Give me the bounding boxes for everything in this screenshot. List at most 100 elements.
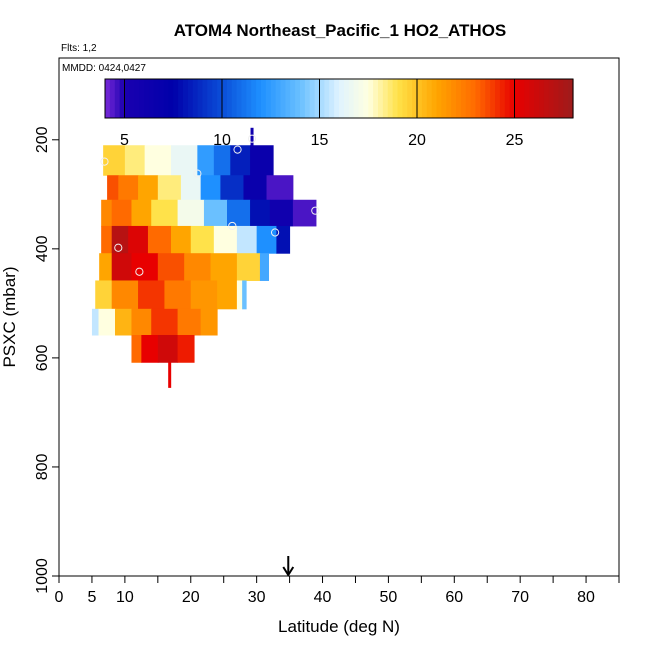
colorbar-segment [207,79,213,118]
colorbar-segment [363,79,369,118]
observation-circle [114,243,123,252]
colorbar-segment [236,79,243,118]
heatmap-cell [220,175,244,201]
colorbar-segment [465,79,472,118]
x-tick-label: 80 [577,589,595,606]
colorbar-segment [402,79,408,118]
observation-circle [193,169,202,178]
colorbar-segment [348,79,355,118]
y-axis-label: PSXC (mbar) [0,266,19,367]
colorbar-frame [104,78,574,119]
colorbar-segment [514,79,520,118]
heatmap-cell [138,280,165,310]
observation-circle [100,157,109,166]
heatmap-cell [99,253,113,281]
colorbar-segment [495,79,501,118]
colorbar-segment [421,79,428,118]
heatmap-cell [157,175,182,201]
heatmap-cell [276,225,291,254]
heatmap-cell [210,253,238,281]
observation-circles [100,134,320,276]
colorbar-segment [441,79,447,118]
heatmap-cell [292,199,317,227]
colorbar-segment [144,79,150,118]
profile-spike [250,127,254,147]
colorbar-segment [309,79,316,118]
observation-circle [233,145,242,154]
colorbar-segment [163,79,169,118]
colorbar-segment [265,79,272,118]
colorbar-segment [563,79,569,118]
heatmap-cell [171,225,192,254]
heatmap-cell [200,308,218,336]
colorbar-segment [446,79,452,118]
colorbar-segment [553,79,559,118]
heatmap-cell [200,175,221,201]
colorbar-segment [251,79,257,118]
colorbar-segment [187,79,194,118]
heatmap-cell [111,253,132,281]
x-tick-label: 40 [314,589,332,606]
colorbar-segment [392,79,399,118]
flights-note: Flts: 1,2 [61,43,97,54]
heatmap-cell [256,225,277,254]
colorbar-segment [509,79,516,118]
chart-title: ATOM4 Northeast_Pacific_1 HO2_ATHOS [174,21,507,40]
y-tick-label: 200 [34,126,51,153]
heatmap-cell [236,280,243,310]
colorbar-segment [197,79,204,118]
date-note: MMDD: 0424,0427 [62,63,146,74]
heatmap-cell [242,280,247,310]
heatmap-cell [111,280,139,310]
latitude-arrow [282,556,295,577]
colorbar-segment [280,79,286,118]
colorbar-segment [558,79,564,118]
colorbar-tick-label: 25 [506,132,524,149]
heatmap-cell [131,308,152,336]
colorbar-segment [275,79,282,118]
observation-circle [247,134,257,143]
arrow-head [282,566,295,577]
heatmap-cell [147,225,172,254]
spikes [168,127,254,388]
heatmap-cell [190,280,218,310]
y-tick-label: 400 [34,235,51,262]
colorbar-segment [212,79,218,118]
colorbar-segment [431,79,438,118]
colorbar-segment [183,79,189,118]
heatmap-cell [250,199,271,227]
colorbar-segment [139,79,145,118]
colorbar-segment [105,79,111,118]
heatmap-cell [217,280,238,310]
colorbar-segment [300,79,306,118]
colorbar-segment [378,79,384,118]
colorbar-segment [456,79,462,118]
colorbar-segment [451,79,457,118]
colorbar-segment [426,79,433,118]
heatmap-cell [203,199,228,227]
colorbar-segment [382,79,389,118]
colorbar-segment [148,79,155,118]
colorbar-tick-label: 20 [408,132,426,149]
heatmap-cell [128,225,149,254]
colorbar-tick-label: 15 [311,132,329,149]
colorbar-segment [314,79,321,118]
heatmap-cell [250,145,274,176]
colorbar-segment [285,79,291,118]
heatmap-cell [266,175,294,201]
colorbar-segment [373,79,379,118]
colorbar-segment [568,79,574,118]
heatmap-cell [131,199,152,227]
colorbar-segment [339,79,345,118]
colorbar-segment [343,79,350,118]
colorbar-segment [261,79,267,118]
x-tick-label: 20 [182,589,200,606]
x-tick-label: 10 [116,589,134,606]
colorbar-segment [538,79,545,118]
colorbar-segment [368,79,374,118]
colorbar-segment [217,79,223,118]
heatmap-cell [177,199,205,227]
x-tick-label: 60 [445,589,463,606]
colorbar: 5 10 15 20 25 [104,78,574,149]
colorbar-segment [387,79,394,118]
